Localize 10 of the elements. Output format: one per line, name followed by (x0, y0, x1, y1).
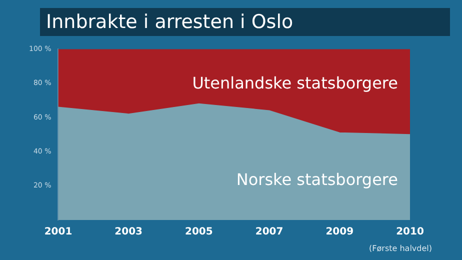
x-tick-label: 2007 (255, 226, 284, 238)
x-tick-label: 2010 (396, 226, 424, 238)
x-tick-label: 2001 (44, 226, 72, 238)
chart-title: Innbrakte i arresten i Oslo (40, 8, 450, 36)
series-label: Utenlandske statsborgere (192, 73, 398, 92)
x-tick-label: 2003 (114, 226, 143, 238)
text: (Første halvdel) (369, 244, 432, 254)
x-tick-label: 2005 (185, 226, 213, 238)
x-tick-label: 2009 (326, 226, 354, 238)
series-label: Norske statsborgere (236, 170, 398, 189)
